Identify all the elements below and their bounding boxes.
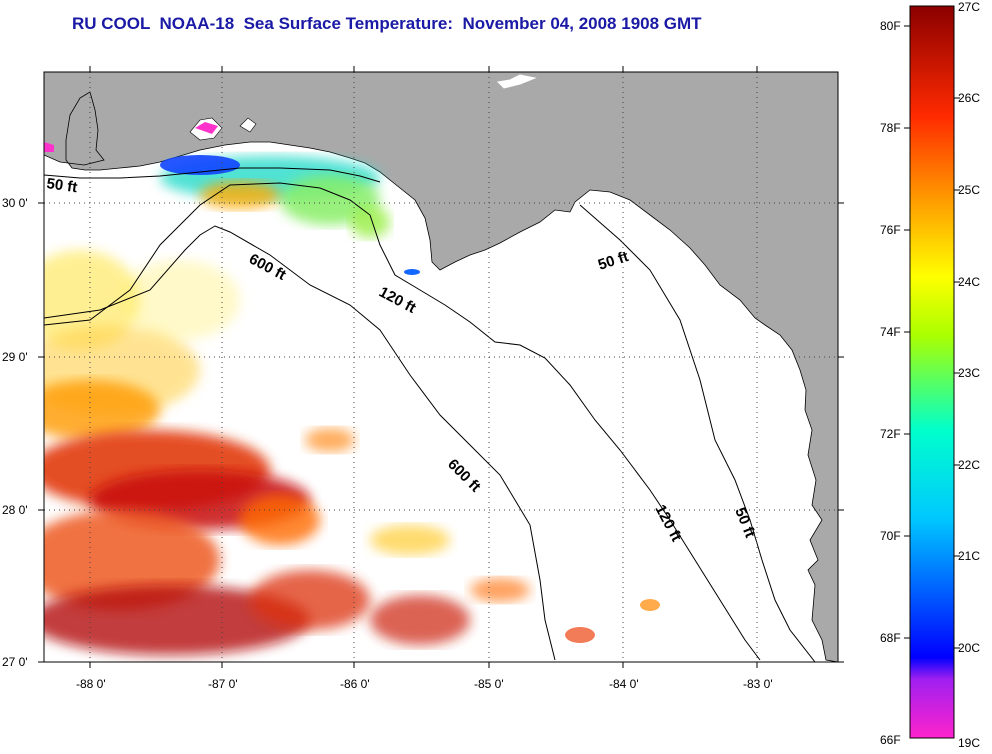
lat-label-29: 29 0': [2, 350, 28, 364]
contour-600ft: [44, 225, 556, 661]
cbar-label-27c: 27C: [958, 0, 981, 14]
contour-50ft-west: [44, 167, 381, 183]
contour-120ft: [44, 182, 761, 661]
lon-label-87: -87 0': [208, 677, 238, 691]
map-frame: [43, 71, 839, 663]
cbar-label-72f: 72F: [880, 427, 901, 441]
cbar-label-78f: 78F: [880, 121, 901, 135]
cbar-label-21c: 21C: [958, 549, 981, 563]
cbar-label-76f: 76F: [880, 223, 901, 237]
tick-marks: [38, 66, 844, 668]
lat-label-27: 27 0': [2, 655, 28, 669]
cbar-label-24c: 24C: [958, 275, 981, 289]
sst-data-layer: [44, 155, 660, 655]
cbar-label-20c: 20C: [958, 641, 981, 655]
cbar-label-74f: 74F: [880, 325, 901, 339]
lon-label-88: -88 0': [76, 677, 106, 691]
colorbar: [909, 5, 955, 739]
bathymetry-contours: [44, 167, 816, 662]
colorbar-ticks: [904, 25, 960, 649]
cbar-label-19c: 19C: [958, 736, 981, 750]
lat-label-28: 28 0': [2, 503, 28, 517]
contour-label-50ft-west: 50 ft: [45, 175, 78, 196]
cbar-label-22c: 22C: [958, 458, 981, 472]
cbar-label-80f: 80F: [880, 19, 901, 33]
cbar-label-25c: 25C: [958, 183, 981, 197]
cbar-label-66f: 66F: [880, 733, 901, 747]
lon-label-85: -85 0': [474, 677, 504, 691]
cbar-label-26c: 26C: [958, 91, 981, 105]
graticule: [44, 72, 838, 662]
lon-label-83: -83 0': [743, 677, 773, 691]
map-plot-area: [44, 72, 838, 662]
land-mass: [44, 72, 838, 662]
lon-label-84: -84 0': [609, 677, 639, 691]
lon-label-86: -86 0': [340, 677, 370, 691]
lat-label-30: 30 0': [2, 196, 28, 210]
map-title: RU COOL NOAA-18 Sea Surface Temperature:…: [72, 14, 702, 33]
contour-50ft-east: [579, 204, 816, 662]
cbar-label-70f: 70F: [880, 529, 901, 543]
cbar-label-23c: 23C: [958, 366, 981, 380]
cbar-label-68f: 68F: [880, 631, 901, 645]
